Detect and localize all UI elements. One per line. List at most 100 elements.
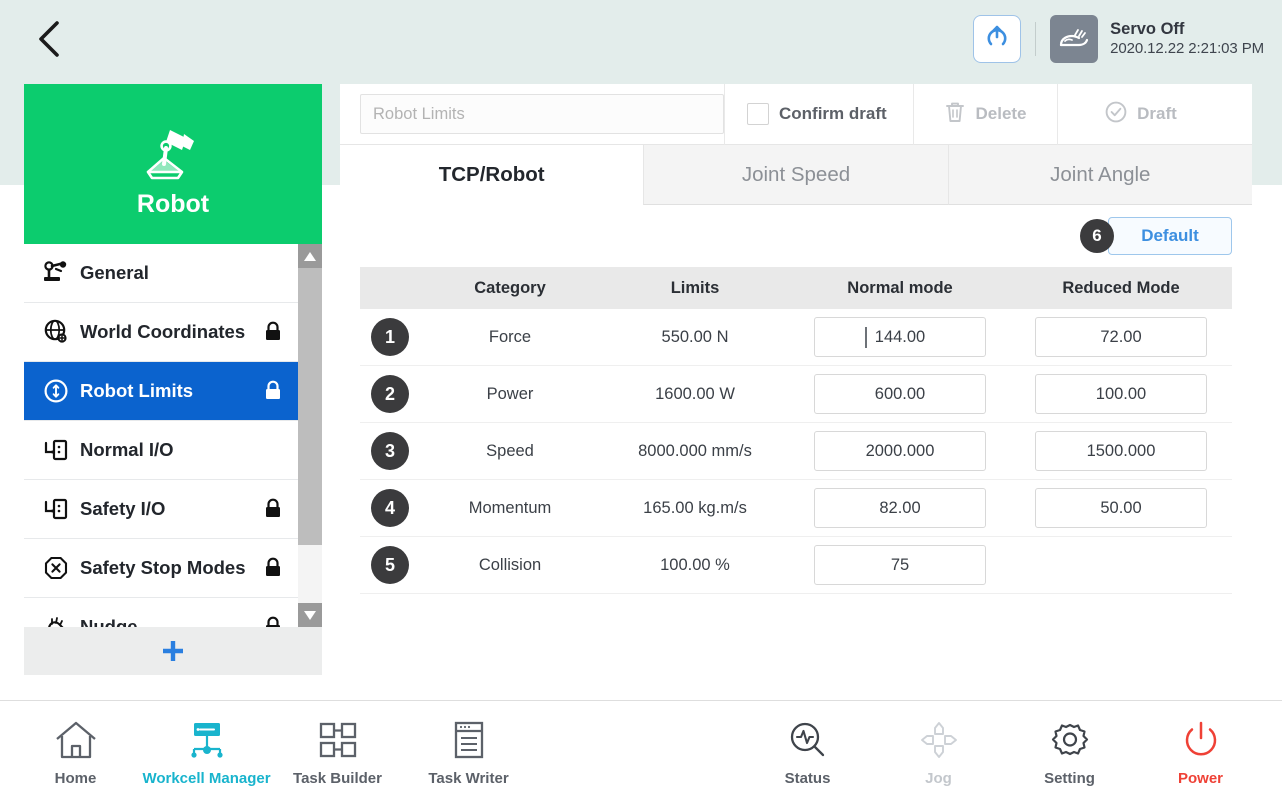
- nav-setting[interactable]: Setting: [1004, 702, 1135, 802]
- sidebar-item-label: Robot Limits: [80, 380, 194, 401]
- sidebar-item-label: Nudge: [80, 616, 138, 627]
- normal-mode-input[interactable]: 2000.000: [814, 431, 986, 471]
- scrollbar-thumb[interactable]: [298, 268, 322, 545]
- nav-label: Status: [784, 770, 831, 787]
- reduced-mode-input[interactable]: 1500.000: [1035, 431, 1207, 471]
- nav-task-writer[interactable]: Task Writer: [403, 702, 534, 802]
- tab-bar: TCP/Robot Joint Speed Joint Angle: [340, 145, 1252, 205]
- row-normal-cell: 600.00: [790, 374, 1010, 414]
- nav-home[interactable]: Home: [10, 702, 141, 802]
- sidebar-item-general[interactable]: General: [24, 244, 298, 303]
- row-number: 5: [360, 546, 420, 584]
- plus-icon: [163, 641, 183, 661]
- home-icon: [53, 717, 99, 763]
- row-normal-cell: 144.00: [790, 317, 1010, 357]
- back-button[interactable]: [20, 10, 78, 68]
- row-limit: 550.00 N: [661, 327, 729, 346]
- step-badge-5: 5: [371, 546, 409, 584]
- nav-power[interactable]: Power: [1135, 702, 1266, 802]
- step-badge-1: 1: [371, 318, 409, 356]
- tab-joint-speed[interactable]: Joint Speed: [643, 145, 948, 205]
- robot-hand-icon: [1050, 15, 1099, 63]
- nav-workcell-manager[interactable]: Workcell Manager: [141, 702, 272, 802]
- row-reduced-cell: 72.00: [1010, 317, 1232, 357]
- header-category: Category: [474, 278, 546, 297]
- lock-icon: [260, 557, 286, 579]
- reduced-mode-input[interactable]: 100.00: [1035, 374, 1207, 414]
- add-item-button[interactable]: [24, 627, 322, 675]
- checkbox-box[interactable]: [747, 103, 769, 125]
- tab-label: TCP/Robot: [438, 162, 545, 186]
- row-category: Momentum: [468, 498, 552, 517]
- gear-icon: [1047, 717, 1093, 763]
- row-limit: 165.00 kg.m/s: [643, 498, 747, 517]
- table-row: 2 Power 1600.00 W 600.00 100.00: [360, 366, 1232, 423]
- nav-status[interactable]: Status: [742, 702, 873, 802]
- sidebar-panel-title: Robot: [136, 189, 210, 218]
- normal-mode-input[interactable]: 600.00: [814, 374, 986, 414]
- draft-button[interactable]: Draft: [1057, 83, 1223, 145]
- sidebar-item-robot-limits[interactable]: Robot Limits: [24, 362, 298, 421]
- reduced-mode-input[interactable]: 72.00: [1035, 317, 1207, 357]
- delete-button[interactable]: Delete: [913, 83, 1057, 145]
- triangle-down-icon[interactable]: [298, 603, 322, 627]
- default-button[interactable]: Default: [1108, 217, 1232, 255]
- hand-nudge-icon: [36, 613, 76, 627]
- task-builder-icon: [315, 717, 361, 763]
- row-number: 3: [360, 432, 420, 470]
- normal-mode-input[interactable]: 82.00: [814, 488, 986, 528]
- lock-icon: [260, 498, 286, 520]
- row-category: Power: [486, 384, 534, 403]
- main-panel: Robot Limits Confirm draft Delete: [340, 83, 1252, 696]
- toolbar: Robot Limits Confirm draft Delete: [340, 83, 1252, 145]
- status-title: Servo Off: [1110, 20, 1185, 39]
- row-category: Force: [488, 327, 532, 346]
- servo-round-button[interactable]: [973, 15, 1022, 63]
- step-badge-2: 2: [371, 375, 409, 413]
- lock-icon: [260, 321, 286, 343]
- table-row: 1 Force 550.00 N 144.00 72.00: [360, 309, 1232, 366]
- sidebar-item-label: Safety I/O: [80, 498, 166, 519]
- step-badge-3: 3: [371, 432, 409, 470]
- default-action-row: 6 Default: [340, 205, 1252, 267]
- reduced-mode-input[interactable]: 50.00: [1035, 488, 1207, 528]
- nav-jog[interactable]: Jog: [873, 702, 1004, 802]
- tab-joint-angle[interactable]: Joint Angle: [947, 145, 1252, 205]
- tab-tcp-robot[interactable]: TCP/Robot: [340, 145, 644, 205]
- row-normal-cell: 75: [790, 545, 1010, 585]
- robot-arm-icon: [36, 260, 76, 286]
- sidebar-scrollbar[interactable]: [298, 244, 322, 627]
- tab-label: Joint Angle: [1050, 162, 1151, 186]
- sidebar-item-normal-io[interactable]: Normal I/O: [24, 421, 298, 480]
- nav-left-group: Home Workcell Manage: [0, 702, 534, 802]
- normal-mode-input[interactable]: 144.00: [814, 317, 986, 357]
- limits-circle-icon: [36, 377, 76, 405]
- table-row: 3 Speed 8000.000 mm/s 2000.000 1500.000: [360, 423, 1232, 480]
- sidebar-item-label: General: [80, 262, 149, 283]
- status-icon: [785, 717, 831, 763]
- sidebar-item-safety-stop-modes[interactable]: Safety Stop Modes: [24, 539, 298, 598]
- delete-label: Delete: [975, 104, 1027, 123]
- draft-label: Draft: [1137, 104, 1177, 123]
- row-reduced-cell: 1500.000: [1010, 431, 1232, 471]
- sidebar-item-label: World Coordinates: [80, 321, 246, 342]
- confirm-draft-checkbox[interactable]: Confirm draft: [724, 83, 913, 145]
- step-badge-4: 4: [371, 489, 409, 527]
- robot-arm-icon: [140, 110, 206, 182]
- name-input[interactable]: Robot Limits: [360, 94, 724, 134]
- sidebar-panel-header[interactable]: Robot: [24, 84, 322, 244]
- nav-task-builder[interactable]: Task Builder: [272, 702, 403, 802]
- row-limit: 1600.00 W: [655, 384, 735, 403]
- task-writer-icon: [446, 717, 492, 763]
- jog-icon: [916, 717, 962, 763]
- row-normal-cell: 82.00: [790, 488, 1010, 528]
- sidebar: Robot General: [24, 84, 322, 675]
- sidebar-item-safety-io[interactable]: Safety I/O: [24, 480, 298, 539]
- nav-right-group: Status Jog: [742, 702, 1282, 802]
- sidebar-list: General World Coordinates: [24, 244, 298, 627]
- normal-mode-input[interactable]: 75: [814, 545, 986, 585]
- nav-label: Task Writer: [428, 770, 509, 787]
- triangle-up-icon[interactable]: [298, 244, 322, 268]
- sidebar-item-nudge[interactable]: Nudge: [24, 598, 298, 627]
- sidebar-item-world-coordinates[interactable]: World Coordinates: [24, 303, 298, 362]
